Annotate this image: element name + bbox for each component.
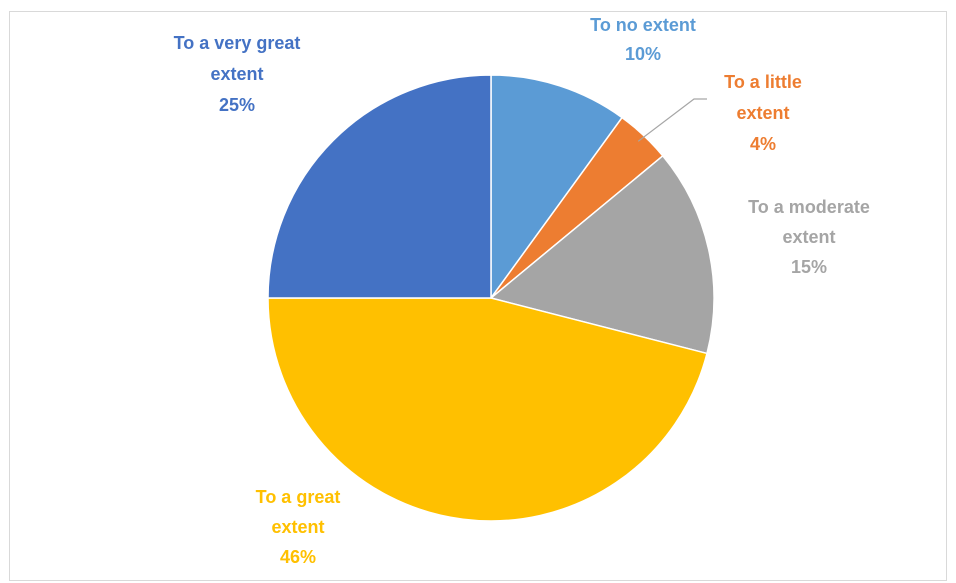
- slice-category-label-3: extent: [271, 517, 324, 537]
- pie-slices: [267, 74, 715, 522]
- slice-value-label-4: 25%: [219, 95, 255, 115]
- slice-category-label-3: To a great: [256, 487, 341, 507]
- leader-line: [637, 98, 707, 142]
- slice-value-label-1: 4%: [750, 134, 776, 154]
- slice-category-label-2: extent: [782, 227, 835, 247]
- slice-category-label-1: extent: [736, 103, 789, 123]
- slice-value-label-0: 10%: [625, 44, 661, 64]
- pie-slice-3: [267, 297, 708, 522]
- slice-category-label-4: extent: [210, 64, 263, 84]
- slice-value-label-3: 46%: [280, 547, 316, 567]
- pie-slice-2: [490, 155, 715, 355]
- slice-category-label-1: To a little: [724, 72, 802, 92]
- slice-category-label-4: To a very great: [174, 33, 301, 53]
- pie-slice-0: [490, 74, 623, 299]
- slice-value-label-2: 15%: [791, 257, 827, 277]
- slice-category-label-2: To a moderate: [748, 197, 870, 217]
- slice-category-label-0: To no extent: [590, 15, 696, 35]
- pie-slice-4: [267, 74, 492, 299]
